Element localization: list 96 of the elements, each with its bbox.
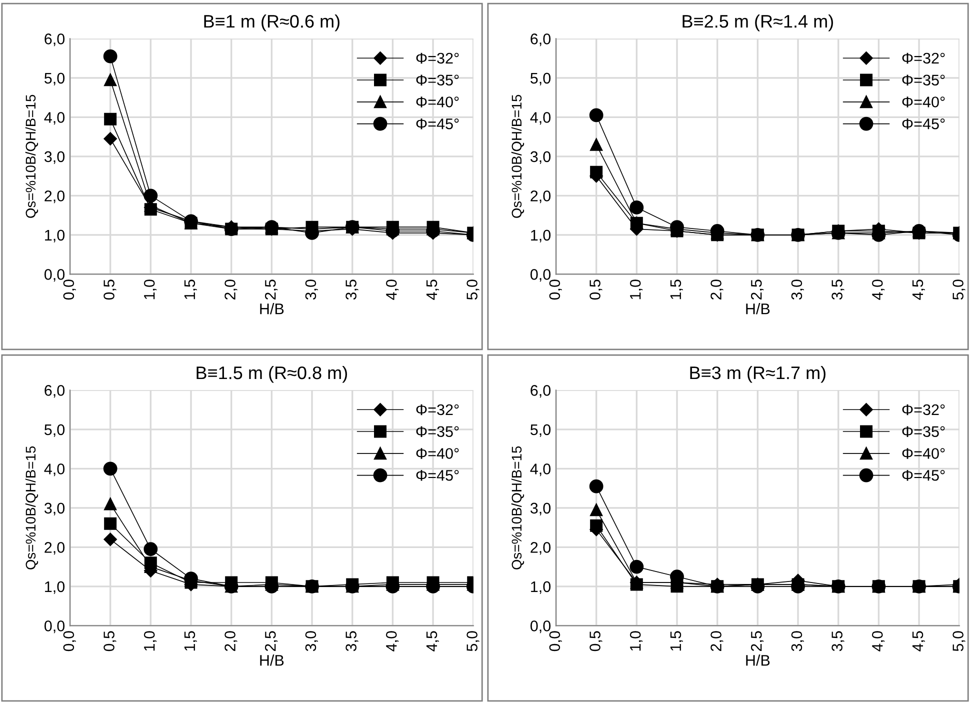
legend-label: Φ=32°	[902, 52, 945, 64]
x-tick-label: 3,0	[791, 631, 804, 652]
y-tick-label: 4,0	[44, 112, 65, 125]
legend-label: Φ=32°	[416, 404, 459, 416]
y-tick-label: 1,0	[531, 230, 551, 242]
legend-label: Φ=35°	[902, 426, 945, 438]
legend-label: Φ=32°	[902, 404, 945, 416]
x-tick-label: 3,0	[791, 280, 804, 300]
x-tick-label: 5,0	[952, 631, 966, 652]
y-tick-label: 1,0	[45, 581, 65, 594]
x-tick-label: 4,5	[426, 631, 439, 652]
x-tick-label: 1,5	[670, 280, 683, 300]
y-axis-title: Qs=%10B/QH/B=15	[25, 94, 38, 218]
x-tick-label: 5,0	[466, 631, 480, 652]
x-tick-label: 4,5	[912, 280, 925, 300]
y-tick-label: 5,0	[530, 72, 551, 86]
x-tick-label: 2,0	[224, 631, 238, 651]
x-tick-label: 0,5	[104, 280, 116, 300]
y-axis-title: Qs=%10B/QH/B=15	[511, 94, 524, 218]
x-tick-label: 2,5	[750, 631, 764, 651]
y-tick-label: 0,0	[44, 620, 65, 634]
x-tick-label: 3,5	[346, 280, 358, 300]
x-tick-label: 4,0	[872, 280, 885, 300]
x-axis-title: H/B	[746, 654, 770, 666]
chart-title: B≡3 m (R≈1.7 m)	[690, 366, 826, 383]
x-tick-label: 3,5	[832, 631, 844, 652]
y-tick-label: 2,0	[44, 190, 65, 204]
y-tick-label: 1,0	[45, 230, 65, 242]
y-tick-label: 6,0	[530, 34, 551, 46]
x-tick-label: 0,5	[590, 280, 602, 300]
x-tick-label: 3,0	[305, 280, 318, 300]
x-tick-label: 2,0	[224, 280, 238, 300]
y-tick-label: 2,0	[530, 190, 551, 204]
x-tick-label: 2,5	[264, 631, 278, 651]
y-tick-label: 3,0	[530, 502, 551, 516]
x-tick-label: 3,5	[832, 280, 844, 300]
y-tick-label: 1,0	[531, 581, 551, 594]
x-tick-label: 3,5	[346, 631, 358, 652]
y-axis-title: Qs=%10B/QH/B=15	[511, 446, 524, 570]
x-tick-label: 0,5	[590, 631, 602, 652]
x-tick-label: 4,0	[872, 631, 885, 652]
y-tick-label: 5,0	[530, 424, 551, 437]
x-tick-label: 1,5	[184, 631, 197, 651]
y-tick-label: 0,0	[530, 269, 551, 282]
legend-label: Φ=35°	[416, 74, 459, 86]
x-tick-label: 4,5	[426, 280, 439, 300]
y-tick-label: 0,0	[44, 269, 65, 282]
x-tick-label: 2,5	[750, 280, 764, 300]
legend-label: Φ=40°	[902, 448, 945, 459]
x-tick-label: 1,5	[184, 280, 197, 300]
x-tick-label: 5,0	[952, 280, 966, 300]
x-axis-title: H/B	[746, 303, 770, 314]
y-tick-label: 6,0	[44, 34, 65, 46]
y-tick-label: 4,0	[44, 464, 65, 476]
x-tick-label: 5,0	[466, 280, 480, 300]
x-tick-label: 4,0	[386, 280, 399, 300]
legend-label: Φ=35°	[416, 426, 459, 438]
y-tick-label: 3,0	[44, 151, 65, 164]
x-tick-label: 1,0	[630, 631, 643, 651]
legend-label: Φ=40°	[902, 96, 945, 108]
x-tick-label: 1,0	[630, 280, 643, 300]
x-axis-title: H/B	[260, 303, 284, 314]
chart-title: B≡1.5 m (R≈0.8 m)	[196, 366, 347, 383]
y-tick-label: 5,0	[44, 72, 65, 86]
y-axis-title: Qs=%10B/QH/B=15	[25, 446, 38, 570]
y-tick-label: 2,0	[44, 542, 65, 555]
legend-label: Φ=40°	[416, 96, 459, 108]
legend-label: Φ=35°	[902, 74, 945, 86]
x-tick-label: 2,0	[710, 631, 724, 651]
chart-title: B≡1 m (R≈0.6 m)	[204, 14, 340, 32]
x-tick-label: 1,5	[670, 631, 683, 651]
x-tick-label: 0,5	[104, 631, 116, 652]
x-tick-label: 2,0	[710, 280, 724, 300]
x-tick-label: 2,5	[264, 280, 278, 300]
legend-label: Φ=45°	[902, 470, 945, 481]
legend-label: Φ=40°	[416, 448, 459, 459]
legend-label: Φ=45°	[416, 470, 459, 481]
y-tick-label: 2,0	[530, 542, 551, 555]
chart-title: B≡2.5 m (R≈1.4 m)	[682, 14, 833, 32]
y-tick-label: 3,0	[530, 151, 551, 164]
x-tick-label: 4,0	[386, 631, 399, 652]
legend-label: Φ=32°	[416, 52, 459, 64]
legend-label: Φ=45°	[416, 118, 459, 130]
legend-label: Φ=45°	[902, 118, 945, 130]
x-axis-title: H/B	[260, 654, 284, 666]
y-tick-label: 4,0	[530, 464, 551, 476]
y-tick-label: 6,0	[44, 385, 65, 398]
x-tick-label: 4,5	[912, 631, 925, 652]
y-tick-label: 3,0	[44, 502, 65, 516]
y-tick-label: 0,0	[530, 620, 551, 634]
y-tick-label: 4,0	[530, 112, 551, 125]
x-tick-label: 3,0	[305, 631, 318, 652]
y-tick-label: 6,0	[530, 385, 551, 398]
x-tick-label: 1,0	[144, 280, 157, 300]
y-tick-label: 5,0	[44, 424, 65, 437]
x-tick-label: 1,0	[144, 631, 157, 651]
